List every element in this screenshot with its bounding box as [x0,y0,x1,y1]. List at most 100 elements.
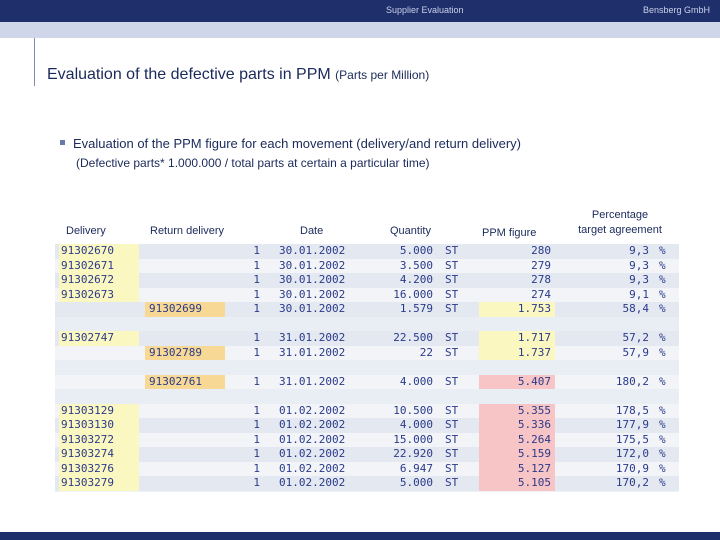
date-cell: 01.02.2002 [279,461,346,475]
count-cell: 1 [253,331,260,344]
ppm-cell: 280 [531,244,551,257]
quantity-cell: 5.000 [399,476,433,489]
unit-cell: ST [445,476,459,489]
percentage-cell: 172,0 [615,447,649,460]
header-company-name: Bensberg GmbH [642,5,710,15]
page-title-sub: (Parts per Million) [335,68,430,82]
count-cell: 1 [253,418,260,431]
ppm-table: 91302670 1 30.01.2002 5.000 ST 280 9,3% 9130267… [55,244,679,492]
count-cell: 1 [253,447,260,460]
quantity-cell: 22.500 [393,331,433,344]
column-header-quantity: Quantity [390,225,431,237]
ppm-cell: 5.407 [479,374,555,389]
date-cell: 30.01.2002 [279,258,346,272]
delivery-cell: 91302673 [59,287,139,302]
unit-cell: ST [445,302,459,315]
count-cell: 1 [253,345,260,359]
quantity-cell: 6.947 [399,461,433,475]
ppm-cell: 5.105 [479,476,555,491]
quantity-cell: 4.000 [399,418,433,431]
unit-cell: ST [445,273,459,286]
quantity-cell: 1.579 [399,302,433,315]
percent-sign-cell: % [659,302,666,315]
title-divider [34,38,35,86]
table-row: 91303279 1 01.02.2002 5.000 ST 5.105 170,2% [55,476,679,491]
unit-cell: ST [445,244,459,257]
percentage-cell: 177,9 [615,418,649,431]
header-center-text: Supplier Evaluation [386,5,464,15]
delivery-cell: 91303272 [59,432,139,447]
bullet-square-icon [60,140,65,146]
quantity-cell: 22 [419,345,433,359]
percentage-cell: 178,5 [615,403,649,417]
ppm-cell: 278 [531,273,551,286]
count-cell: 1 [253,403,260,417]
percent-sign-cell: % [659,403,666,417]
column-header-percentage: Percentage target agreement [574,208,666,238]
percentage-cell: 57,2 [622,331,650,344]
column-header-percentage-line1: Percentage [591,209,649,221]
percentage-cell: 175,5 [615,432,649,446]
percent-sign-cell: % [659,273,666,286]
ppm-cell: 5.264 [479,432,555,447]
quantity-cell: 16.000 [393,287,433,301]
percent-sign-cell: % [659,476,666,489]
unit-cell: ST [445,447,459,460]
bullet-text: Evaluation of the PPM figure for each mo… [73,136,521,151]
ppm-cell: 5.127 [479,461,555,476]
delivery-cell: 91303279 [59,476,139,491]
date-cell: 30.01.2002 [279,273,346,286]
date-cell: 01.02.2002 [279,447,346,460]
count-cell: 1 [253,476,260,489]
percent-sign-cell: % [659,331,666,344]
count-cell: 1 [253,244,260,257]
unit-cell: ST [445,418,459,431]
column-header-delivery: Delivery [66,225,106,237]
table-spacer-row [55,316,679,331]
quantity-cell: 3.500 [399,258,433,272]
date-cell: 01.02.2002 [279,418,346,431]
percent-sign-cell: % [659,244,666,257]
column-header-date: Date [300,225,324,237]
date-cell: 01.02.2002 [279,403,346,417]
percentage-cell: 9,3 [629,273,649,286]
delivery-cell: 91302747 [59,331,139,346]
date-cell: 31.01.2002 [279,345,346,359]
column-header-return-delivery: Return delivery [150,225,224,237]
date-cell: 01.02.2002 [279,432,346,446]
ppm-cell: 5.355 [479,403,555,418]
unit-cell: ST [445,374,459,388]
delivery-cell: 91303276 [59,461,139,476]
count-cell: 1 [253,273,260,286]
delivery-cell: 91302670 [59,244,139,259]
ppm-cell: 1.717 [479,331,555,346]
table-row: 91302699 1 30.01.2002 1.579 ST 1.753 58,4% [55,302,679,317]
quantity-cell: 22.920 [393,447,433,460]
table-row: 91302671 1 30.01.2002 3.500 ST 279 9,3% [55,258,679,273]
table-row: 91302670 1 30.01.2002 5.000 ST 280 9,3% [55,244,679,259]
ppm-cell: 1.737 [479,345,555,360]
count-cell: 1 [253,287,260,301]
table-row: 91303274 1 01.02.2002 22.920 ST 5.159 172,0% [55,447,679,462]
percent-sign-cell: % [659,374,666,388]
quantity-cell: 4.200 [399,273,433,286]
table-row: 91303272 1 01.02.2002 15.000 ST 5.264 175,5% [55,432,679,447]
formula-note: (Defective parts* 1.000.000 / total part… [76,156,430,170]
table-row: 91303130 1 01.02.2002 4.000 ST 5.336 177,9% [55,418,679,433]
count-cell: 1 [253,258,260,272]
percent-sign-cell: % [659,461,666,475]
delivery-cell: 91302672 [59,273,139,288]
percentage-cell: 170,2 [615,476,649,489]
table-spacer-row [55,360,679,375]
delivery-cell: 91303129 [59,403,139,418]
unit-cell: ST [445,331,459,344]
bullet-point: Evaluation of the PPM figure for each mo… [60,136,521,151]
count-cell: 1 [253,374,260,388]
table-row: 91302747 1 31.01.2002 22.500 ST 1.717 57,2% [55,331,679,346]
quantity-cell: 15.000 [393,432,433,446]
table-row: 91302761 1 31.01.2002 4.000 ST 5.407 180,2% [55,374,679,389]
return-delivery-cell: 91302761 [145,374,225,389]
footer-bar [0,532,720,540]
header-bar: Supplier Evaluation Bensberg GmbH [0,0,720,22]
column-header-percentage-line2: target agreement [578,224,662,236]
